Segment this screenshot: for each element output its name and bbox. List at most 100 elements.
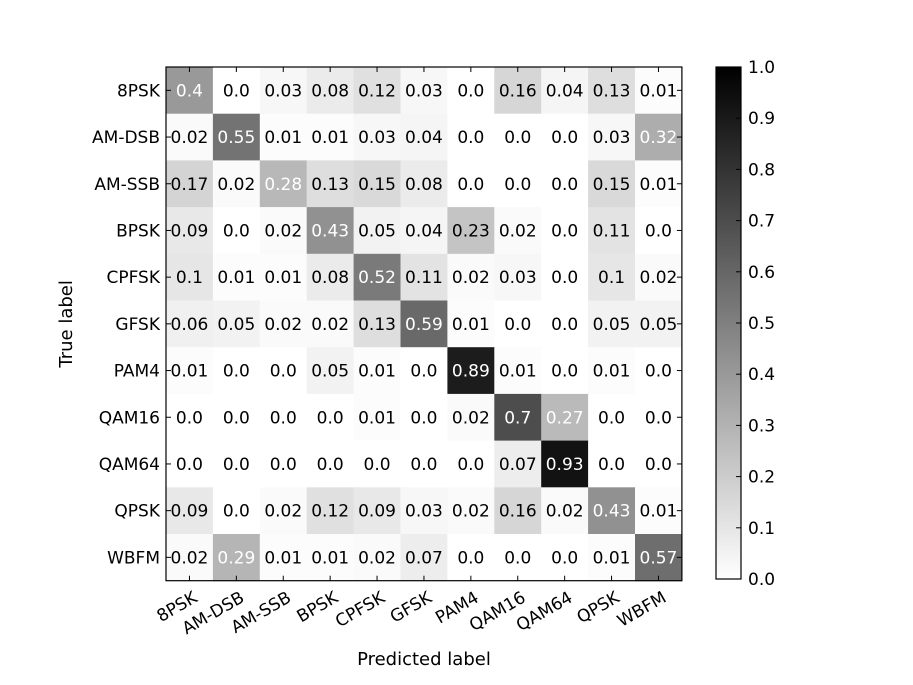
heatmap-cell (400, 160, 448, 208)
heatmap-cell (259, 113, 308, 161)
cell-value-label: 0.89 (452, 362, 490, 382)
cell-value-label: 0.0 (457, 81, 484, 101)
cell-value-label: 0.02 (499, 221, 537, 241)
heatmap-cell (306, 300, 355, 348)
heatmap-cell (635, 440, 683, 488)
heatmap-cell (400, 300, 448, 348)
cell-value-label: 0.0 (645, 362, 672, 382)
cell-value-label: 0.15 (593, 175, 631, 195)
heatmap-cell (635, 160, 683, 208)
heatmap-cell (494, 67, 542, 115)
heatmap-cell (353, 113, 401, 161)
heatmap-cell (212, 160, 261, 208)
cell-value-label: 0.02 (264, 502, 302, 522)
cell-value-label: 0.01 (358, 362, 396, 382)
cell-value-label: 0.0 (176, 455, 203, 475)
y-tick-label: GFSK (115, 315, 160, 335)
cell-value-label: 0.0 (270, 408, 297, 428)
cell-value-label: 0.0 (270, 362, 297, 382)
cell-value-label: 0.01 (264, 548, 302, 568)
cell-value-label: 0.04 (405, 221, 443, 241)
heatmap-cell (494, 534, 542, 582)
heatmap-cell (166, 160, 214, 208)
heatmap-cell (447, 393, 495, 442)
cell-value-label: 0.09 (358, 502, 396, 522)
cell-value-label: 0.11 (593, 221, 631, 241)
cell-value-label: 0.13 (311, 175, 349, 195)
cell-value-label: 0.0 (410, 408, 437, 428)
cell-value-label: 0.02 (358, 548, 396, 568)
heatmap-cell (259, 487, 308, 535)
heatmap-cell (400, 393, 448, 442)
y-tick-label: AM-DSB (92, 128, 160, 148)
heatmap-cell (353, 67, 401, 115)
heatmap-cell (306, 160, 355, 208)
heatmap-cell (635, 253, 683, 301)
y-axis-ticks: 8PSK AM-DSB AM-SSB BPSK CPFSK GFSK PAM4 QAM16 QA… (92, 81, 682, 568)
heatmap-cell (635, 347, 683, 395)
cell-value-label: 0.29 (217, 548, 255, 568)
cell-value-label: 0.0 (504, 175, 531, 195)
heatmap-cell (166, 253, 214, 301)
cell-value-label: 0.11 (405, 268, 443, 288)
heatmap-cell (447, 487, 495, 535)
cell-value-label: 0.01 (358, 408, 396, 428)
cell-value-label: 0.05 (217, 315, 255, 335)
colorbar-tick-label: 0.7 (748, 212, 775, 232)
cell-value-label: 0.08 (311, 81, 349, 101)
cell-value-label: 0.0 (551, 268, 578, 288)
heatmap-cell (306, 113, 355, 161)
cell-value-label: 0.0 (410, 455, 437, 475)
cell-value-label: 0.07 (405, 548, 443, 568)
heatmap-cell (259, 253, 308, 301)
heatmap-cell (635, 300, 683, 348)
cell-value-label: 0.02 (171, 548, 209, 568)
heatmap-cell (588, 440, 636, 488)
heatmap-cell (635, 393, 683, 442)
heatmap-cell (306, 67, 355, 115)
heatmap-cell (259, 300, 308, 348)
cell-value-label: 0.02 (452, 408, 490, 428)
cell-value-label: 0.59 (405, 315, 443, 335)
heatmap-cell (541, 160, 589, 208)
cell-value-label: 0.28 (264, 175, 302, 195)
heatmap-cell (353, 440, 401, 488)
heatmap-cell (447, 534, 495, 582)
cell-value-label: 0.93 (546, 455, 584, 475)
cell-value-label: 0.1 (598, 268, 625, 288)
cell-value-label: 0.0 (364, 455, 391, 475)
cell-value-label: 0.02 (452, 268, 490, 288)
cell-value-label: 0.0 (270, 455, 297, 475)
heatmap-cell (541, 253, 589, 301)
cell-value-label: 0.0 (457, 128, 484, 148)
heatmap-cell (166, 347, 214, 395)
heatmap-cell (447, 440, 495, 488)
cell-value-label: 0.16 (499, 502, 537, 522)
cell-value-label: 0.01 (499, 362, 537, 382)
cell-value-label: 0.0 (317, 455, 344, 475)
heatmap-cell (447, 113, 495, 161)
cell-value-label: 0.0 (551, 128, 578, 148)
cell-value-label: 0.01 (171, 362, 209, 382)
heatmap-cell (541, 440, 589, 488)
cell-value-label: 0.03 (405, 502, 443, 522)
cell-value-label: 0.43 (593, 502, 631, 522)
heatmap-cell (494, 487, 542, 535)
heatmap-cell (447, 300, 495, 348)
cell-value-label: 0.0 (223, 455, 250, 475)
heatmap-cell (541, 534, 589, 582)
heatmap-cell (306, 393, 355, 442)
cell-value-label: 0.02 (311, 315, 349, 335)
cell-value-label: 0.17 (171, 175, 209, 195)
colorbar-tick-label: 1.0 (748, 58, 775, 78)
heatmap-cell (306, 347, 355, 395)
cell-value-label: 0.01 (311, 128, 349, 148)
cell-value-label: 0.03 (593, 128, 631, 148)
cell-value-label: 0.12 (311, 502, 349, 522)
heatmap-cell (212, 534, 261, 582)
y-axis-title: True label (56, 280, 77, 369)
heatmap-cell (212, 440, 261, 488)
cell-value-label: 0.7 (504, 408, 531, 428)
heatmap-cell (259, 207, 308, 255)
heatmap-cell (588, 160, 636, 208)
